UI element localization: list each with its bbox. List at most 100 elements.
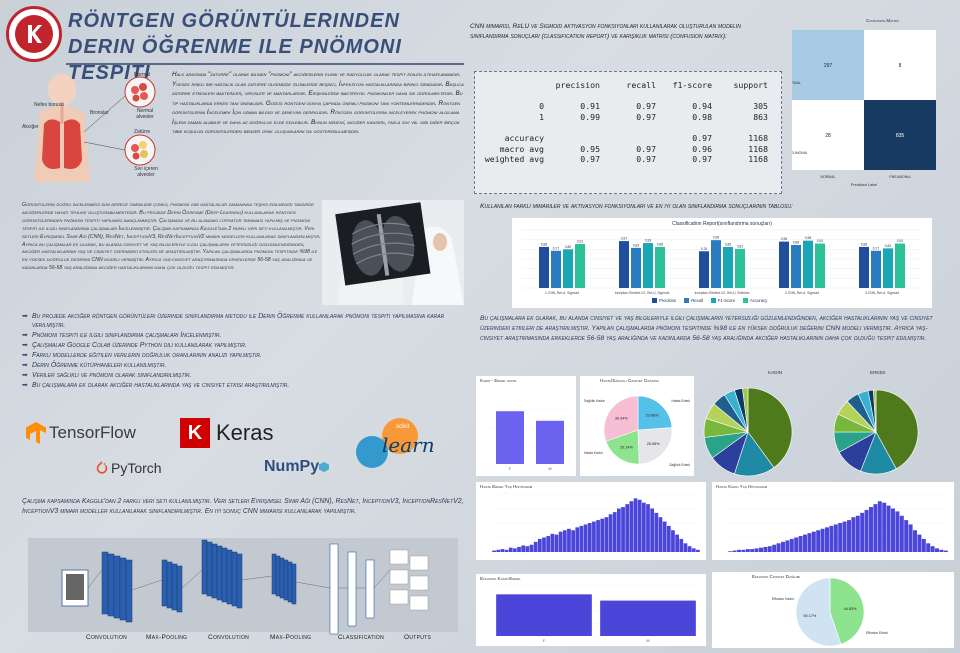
chart-title: Effusion Kadın-Erkek (480, 576, 521, 581)
chart-title: Hasta Erkek Yaş Histogram (480, 484, 533, 489)
pie-slice (795, 577, 842, 647)
bar (803, 240, 813, 288)
bar (860, 512, 865, 552)
trachea-label: Nefes borusu (34, 102, 64, 108)
bar (679, 538, 684, 552)
report-cell: 0.99 (580, 112, 600, 123)
bar (930, 546, 935, 552)
list-item: ➡ Pnömoni tespiti ile ilgili sınıflandırm… (22, 332, 222, 340)
category-label: M (647, 639, 650, 643)
category-label: 2-CNN, ReLU, Sigmoid (785, 291, 819, 295)
chart-title: Hasta Kadın Yaş Histogram (716, 484, 768, 489)
pie-category-label: Sağlıklı Erkek (669, 463, 690, 467)
bar-data-label: 0,85 (657, 242, 664, 246)
bar (691, 548, 696, 552)
chart-title: Effusion Cinsiyet Dağılımı (752, 574, 801, 579)
bar (891, 508, 895, 552)
report-cell: 305 (753, 101, 768, 112)
bar (883, 248, 893, 288)
report-row: weighted avg 0.97 0.97 0.97 1168 (479, 154, 771, 165)
pie-slice (873, 389, 877, 433)
report-cell: 0.97 (692, 154, 712, 165)
bar (596, 520, 600, 552)
chart-title: ERKEK (870, 370, 886, 375)
bar (537, 538, 542, 552)
report-row: 1 0.99 0.97 0.98 863 (479, 112, 771, 123)
bar-data-label: 0,91 (577, 240, 584, 244)
bar (583, 524, 588, 552)
list-item: ➡ Derin Öğrenme kütüphaneleri kullanılmış… (22, 362, 167, 370)
tensorflow-icon (26, 422, 46, 444)
bar (847, 520, 851, 552)
bar (732, 550, 737, 552)
report-cell (603, 133, 659, 144)
bronchi-label: Bronslar (90, 110, 109, 116)
report-header-row: precision recall f1-score support (479, 80, 771, 91)
report-row: accuracy 0.97 1168 (479, 133, 771, 144)
bar (643, 243, 653, 288)
bar (500, 549, 505, 552)
bar (496, 594, 592, 636)
legend-label: F1-Score (717, 298, 736, 303)
arrow-right-icon: ➡ (22, 313, 28, 320)
effusion-gender-pie-chart: Effusion Cinsiyet Dağılımı 44.83% 55.17% E… (712, 572, 954, 648)
bar (939, 549, 944, 552)
health-gender-pie-chart: Hasta/Sağlıklı Cinsiyet Dağılımı 23.86% 2… (580, 376, 694, 476)
bar (877, 501, 882, 552)
matrix-col-label: NORMAL (821, 175, 836, 179)
category-label: 1-CNN, ReLU, Sigmoid (545, 291, 579, 295)
report-row-label: accuracy (504, 133, 544, 144)
bar (575, 244, 585, 288)
matrix-cell (864, 100, 936, 170)
report-cell (547, 133, 603, 144)
bar (671, 530, 675, 552)
cnn-architecture-graphic (28, 538, 458, 635)
pie-slice (637, 395, 673, 431)
bar (921, 538, 926, 552)
bar (789, 538, 794, 552)
bar (539, 246, 549, 288)
bar (895, 511, 900, 552)
bar (521, 545, 526, 552)
bar (687, 546, 692, 552)
bar (842, 521, 847, 552)
bar (619, 241, 629, 288)
fluid-alveoli-label: Sıvı içeren alveoler (134, 166, 158, 178)
k-letter-icon (28, 25, 42, 43)
bar (536, 420, 564, 464)
arrow-right-icon: ➡ (22, 342, 28, 350)
report-row: 0 0.91 0.97 0.94 305 (479, 101, 771, 112)
bar (794, 537, 799, 552)
legend-item: Precision (652, 298, 676, 303)
bar (517, 546, 521, 552)
report-cell: 1168 (748, 133, 768, 144)
classification-report: precision recall f1-score support 0 0.91… (474, 71, 782, 194)
list-item: ➡ Farklı modellerde eğitilen verilerin do… (22, 352, 262, 360)
bar (631, 247, 641, 288)
pie-slice (875, 389, 919, 470)
bar (763, 546, 768, 552)
title-divider (66, 63, 464, 65)
pie-slice (742, 387, 749, 433)
bar (699, 251, 709, 288)
pie-category-label: Effusion Kadın (772, 597, 794, 601)
chart-title: KADIN (768, 370, 783, 375)
bar (579, 525, 584, 552)
bar-data-label: 0,97 (621, 237, 628, 241)
list-item: ➡ Veriler sağlıklı ve pnömoni olarak sını… (22, 371, 192, 379)
bar (785, 540, 790, 552)
bar (675, 534, 679, 552)
pie-value-label: 20.14% (620, 445, 634, 449)
pie-slice (747, 387, 793, 469)
logo-emblem (15, 15, 53, 53)
bar (776, 543, 781, 552)
bar (562, 530, 567, 552)
bar (886, 505, 891, 552)
bar (696, 549, 700, 552)
gender-age-description: Bu çalışmalara ek olarak, bu alanda cins… (480, 315, 933, 342)
legend-swatch (652, 298, 657, 303)
bar (546, 536, 551, 552)
report-cell: 0.97 (636, 101, 656, 112)
bar (829, 525, 834, 552)
bar (803, 534, 807, 552)
